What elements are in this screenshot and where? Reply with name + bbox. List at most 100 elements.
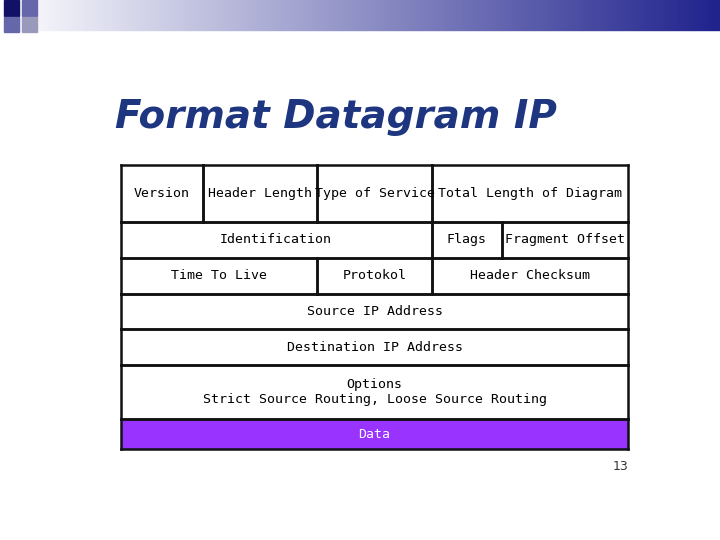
Bar (202, 0, 205, 30)
Bar (121, 222, 432, 258)
Bar (4, 17, 19, 31)
Bar (392, 0, 396, 30)
Bar (14, 0, 18, 30)
Bar (533, 0, 536, 30)
Bar (0, 0, 4, 30)
Bar (414, 0, 418, 30)
Bar (234, 0, 238, 30)
Bar (137, 0, 140, 30)
Bar (97, 0, 101, 30)
Bar (151, 0, 155, 30)
Bar (594, 0, 598, 30)
Bar (655, 0, 659, 30)
Text: Type of Service: Type of Service (315, 187, 435, 200)
Bar (302, 0, 306, 30)
Bar (382, 0, 385, 30)
Bar (47, 0, 50, 30)
Bar (162, 0, 166, 30)
Bar (544, 0, 547, 30)
Bar (220, 0, 223, 30)
Bar (4, 0, 19, 16)
Bar (274, 0, 277, 30)
Bar (446, 0, 450, 30)
Bar (468, 0, 472, 30)
Bar (403, 0, 407, 30)
Bar (356, 0, 360, 30)
Bar (688, 0, 691, 30)
Bar (227, 0, 230, 30)
Text: Options
Strict Source Routing, Loose Source Routing: Options Strict Source Routing, Loose Sou… (202, 378, 546, 406)
Bar (209, 0, 212, 30)
Bar (475, 0, 479, 30)
Bar (144, 0, 148, 30)
Bar (4, 0, 7, 30)
Bar (457, 0, 461, 30)
Bar (670, 0, 673, 30)
Text: Header Length: Header Length (208, 187, 312, 200)
Bar (284, 0, 288, 30)
Bar (630, 0, 634, 30)
Bar (540, 0, 544, 30)
Bar (79, 0, 83, 30)
Bar (428, 0, 432, 30)
Bar (518, 0, 522, 30)
Bar (425, 0, 428, 30)
Text: Version: Version (134, 187, 190, 200)
Bar (547, 0, 551, 30)
Bar (702, 0, 706, 30)
Bar (121, 258, 318, 294)
Text: Time To Live: Time To Live (171, 269, 267, 282)
Bar (252, 0, 256, 30)
Bar (180, 0, 184, 30)
Bar (318, 258, 432, 294)
Bar (583, 0, 587, 30)
Bar (32, 0, 36, 30)
Bar (338, 0, 342, 30)
Bar (230, 0, 234, 30)
Bar (184, 0, 187, 30)
Bar (140, 0, 144, 30)
Bar (191, 0, 194, 30)
Bar (83, 0, 86, 30)
Bar (659, 0, 662, 30)
Bar (482, 0, 486, 30)
Bar (479, 0, 482, 30)
Bar (418, 0, 421, 30)
Bar (450, 0, 454, 30)
Bar (7, 0, 11, 30)
Bar (58, 0, 61, 30)
Bar (65, 0, 68, 30)
Bar (652, 0, 655, 30)
Bar (587, 0, 590, 30)
Bar (155, 0, 158, 30)
Bar (569, 0, 572, 30)
Bar (121, 365, 629, 419)
Bar (634, 0, 637, 30)
Bar (121, 294, 629, 329)
Bar (371, 0, 374, 30)
Bar (601, 0, 605, 30)
Bar (40, 0, 43, 30)
Bar (439, 0, 443, 30)
Bar (443, 0, 446, 30)
Bar (454, 0, 457, 30)
Bar (558, 0, 562, 30)
Bar (576, 0, 580, 30)
Bar (121, 165, 203, 222)
Bar (367, 0, 371, 30)
Bar (176, 0, 180, 30)
Bar (695, 0, 698, 30)
Bar (11, 0, 14, 30)
Bar (400, 0, 403, 30)
Bar (342, 0, 346, 30)
Bar (295, 0, 299, 30)
Bar (212, 0, 216, 30)
Bar (637, 0, 641, 30)
Bar (22, 17, 37, 31)
Bar (238, 0, 241, 30)
Bar (511, 0, 515, 30)
Bar (515, 0, 518, 30)
Bar (313, 0, 317, 30)
Bar (698, 0, 702, 30)
Bar (266, 0, 270, 30)
